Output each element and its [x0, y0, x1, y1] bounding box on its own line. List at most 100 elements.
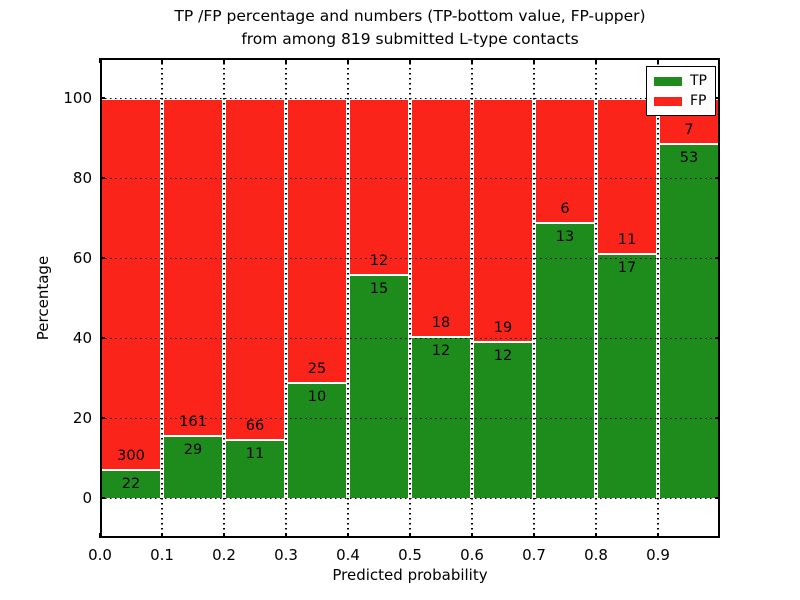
x-axis-tick [347, 58, 349, 63]
x-axis-tick [285, 533, 287, 538]
legend-entry-fp: FP [647, 91, 715, 111]
vertical-gridline [347, 58, 349, 538]
chart-title-line1: TP /FP percentage and numbers (TP-bottom… [174, 7, 646, 25]
x-tick-label: 0.3 [274, 546, 298, 564]
y-tick-label: 40 [72, 329, 92, 347]
chart-title: TP /FP percentage and numbers (TP-bottom… [100, 5, 720, 51]
tp-count-label: 10 [307, 388, 327, 405]
fp-bar-segment [348, 98, 410, 276]
vertical-gridline [161, 58, 163, 538]
x-axis-tick [161, 58, 163, 63]
x-tick-label: 0.4 [336, 546, 360, 564]
tp-bar-segment [596, 255, 658, 498]
x-axis-tick [657, 58, 659, 63]
x-axis-tick [99, 58, 101, 63]
vertical-gridline [471, 58, 473, 538]
tp-count-label: 22 [121, 475, 141, 492]
fp-legend-swatch [654, 97, 682, 106]
vertical-gridline [657, 58, 659, 538]
y-tick-label: 100 [63, 89, 92, 107]
y-axis-tick [715, 497, 720, 499]
y-tick-label: 0 [82, 489, 92, 507]
fp-bar-segment [286, 98, 348, 384]
tp-count-label: 53 [679, 149, 699, 166]
tp-count-label: 29 [183, 441, 203, 458]
horizontal-gridline [100, 498, 720, 499]
chart-title-line2: from among 819 submitted L-type contacts [241, 30, 579, 48]
vertical-gridline [533, 58, 535, 538]
tp-legend-label: TP [690, 73, 707, 89]
x-axis-tick [657, 533, 659, 538]
tp-legend-swatch [654, 77, 682, 86]
fp-count-label: 300 [117, 447, 145, 464]
y-axis-tick [715, 337, 720, 339]
horizontal-gridline [100, 338, 720, 339]
fp-count-label: 6 [560, 201, 570, 218]
x-axis-tick [99, 533, 101, 538]
fp-count-label: 12 [369, 252, 389, 269]
y-tick-label: 20 [72, 409, 92, 427]
fp-bar-segment [410, 98, 472, 338]
legend-entry-tp: TP [647, 71, 715, 91]
x-axis-tick [347, 533, 349, 538]
fp-legend-label: FP [690, 93, 707, 109]
fp-count-label: 7 [684, 121, 694, 138]
x-tick-label: 0.6 [460, 546, 484, 564]
vertical-gridline [409, 58, 411, 538]
tp-bar-segment [658, 144, 720, 498]
horizontal-gridline [100, 418, 720, 419]
fp-count-label: 25 [307, 360, 327, 377]
y-axis-tick [100, 497, 105, 499]
tp-count-label: 11 [245, 445, 265, 462]
y-axis-tick [715, 417, 720, 419]
fp-bar-segment [100, 98, 162, 471]
y-axis-tick [100, 97, 105, 99]
x-tick-label: 0.1 [150, 546, 174, 564]
x-tick-label: 0.2 [212, 546, 236, 564]
plot-area: 22 300 29 161 11 66 10 25 15 12 12 18 12 19 13 6 17 11 53 7 [99, 58, 720, 538]
tp-count-label: 12 [431, 343, 451, 359]
tp-count-label: 12 [493, 348, 513, 365]
y-axis-tick [715, 97, 720, 99]
x-axis-tick [471, 533, 473, 538]
vertical-gridline [595, 58, 597, 538]
x-tick-label: 0.8 [584, 546, 608, 564]
y-tick-label: 80 [72, 169, 92, 187]
y-axis-tick [100, 177, 105, 179]
horizontal-gridline [100, 98, 720, 99]
fp-count-label: 18 [431, 315, 451, 331]
fp-count-label: 161 [179, 413, 207, 430]
x-tick-label: 0.0 [88, 546, 112, 564]
fp-bar-segment [162, 98, 224, 437]
x-axis-tick [409, 533, 411, 538]
y-axis-tick [100, 417, 105, 419]
y-axis-tick [100, 337, 105, 339]
x-axis-tick [285, 58, 287, 63]
fp-bar-segment [472, 98, 534, 344]
y-axis-tick [100, 257, 105, 259]
x-tick-label: 0.7 [522, 546, 546, 564]
x-axis-tick [595, 533, 597, 538]
horizontal-gridline [100, 258, 720, 259]
y-axis-label: Percentage [34, 255, 52, 341]
x-axis-tick [471, 58, 473, 63]
fp-bar-segment [224, 98, 286, 441]
x-axis-tick [533, 58, 535, 63]
tp-bar-segment [348, 275, 410, 498]
x-tick-label: 0.5 [398, 546, 422, 564]
fp-count-label: 66 [245, 417, 265, 434]
x-axis-tick [161, 533, 163, 538]
horizontal-gridline [100, 178, 720, 179]
x-axis-tick [223, 58, 225, 63]
x-axis-label: Predicted probability [332, 566, 488, 584]
y-axis-tick [715, 257, 720, 259]
x-axis-tick [409, 58, 411, 63]
tp-count-label: 17 [617, 260, 637, 277]
fp-count-label: 11 [617, 232, 637, 249]
vertical-gridline [223, 58, 225, 538]
tp-bar-segment [472, 343, 534, 498]
tp-bar-segment [534, 224, 596, 498]
x-axis-tick [223, 533, 225, 538]
tp-count-label: 13 [555, 229, 575, 246]
